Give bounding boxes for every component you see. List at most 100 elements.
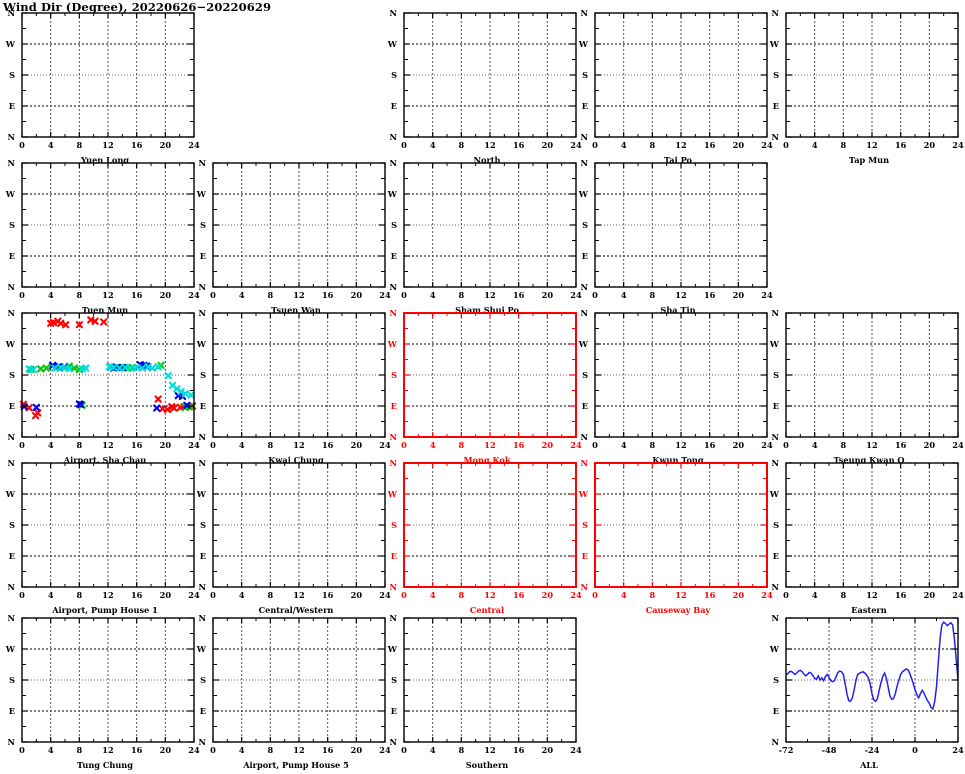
y-tick-label: S [582, 370, 588, 380]
x-tick-label: 8 [458, 590, 464, 600]
y-tick-label: W [578, 189, 589, 199]
y-tick-label: W [578, 39, 589, 49]
x-tick-label: 16 [322, 745, 334, 755]
panel-tung-chung[interactable]: 0 4 8 12 16 20 24 N W S E N Tung Chung [2, 610, 208, 774]
x-tick-label: 24 [379, 590, 391, 600]
panel-yuen-long[interactable]: 0 4 8 12 16 20 24 N W S E N Yuen Long [2, 5, 208, 169]
panel-tap-mun[interactable]: 0 4 8 12 16 20 24 N W S E N Tap Mun [766, 5, 965, 169]
panel-tai-po[interactable]: 0 4 8 12 16 20 24 N W S E N Tai Po [575, 5, 781, 169]
x-tick-label: 12 [675, 140, 686, 150]
y-tick-label: W [769, 339, 780, 349]
panel-central-western[interactable]: 0 4 8 12 16 20 24 N W S E N Central/Western [193, 455, 399, 619]
y-tick-label: W [196, 189, 207, 199]
data-point [127, 364, 135, 372]
x-tick-label: 20 [160, 590, 172, 600]
x-tick-label: 8 [76, 440, 82, 450]
data-point [29, 365, 38, 374]
panel-eastern[interactable]: 0 4 8 12 16 20 24 N W S E N Eastern [766, 455, 965, 619]
y-tick-label: N [581, 308, 589, 318]
y-tick-label: N [772, 308, 780, 318]
panel-label: Mong Kok [463, 455, 511, 465]
y-tick-label: N [390, 308, 398, 318]
y-tick-label: E [391, 706, 397, 716]
x-tick-label: 16 [513, 590, 525, 600]
y-tick-label: E [582, 551, 588, 561]
panel-mong-kok[interactable]: 0 4 8 12 16 20 24 N W S E N Mong Kok [384, 305, 590, 469]
x-tick-label: 8 [458, 745, 464, 755]
x-tick-label: 24 [570, 440, 582, 450]
x-tick-label: 8 [76, 745, 82, 755]
x-tick-label: 4 [48, 290, 54, 300]
x-tick-label: 0 [19, 590, 25, 600]
x-tick-label: 8 [840, 440, 846, 450]
x-tick-label: 20 [924, 140, 936, 150]
y-tick-label: N [8, 582, 16, 592]
x-tick-label: 12 [102, 590, 113, 600]
y-tick-label: N [8, 8, 16, 18]
panel-label: Tuen Mun [81, 305, 129, 315]
data-point [51, 364, 59, 372]
y-tick-label: N [8, 613, 16, 623]
x-tick-label: 4 [48, 745, 54, 755]
x-tick-label: 8 [840, 140, 846, 150]
x-tick-label: 16 [704, 290, 716, 300]
x-tick-label: 16 [895, 140, 907, 150]
panel-tuen-mun[interactable]: 0 4 8 12 16 20 24 N W S E N Tuen Mun [2, 155, 208, 319]
panel-southern[interactable]: 0 4 8 12 16 20 24 N W S E N Southern [384, 610, 590, 774]
panel-sha-tin[interactable]: 0 4 8 12 16 20 24 N W S E N Sha Tin [575, 155, 781, 319]
x-tick-label: 4 [430, 140, 436, 150]
panel-kwai-chung[interactable]: 0 4 8 12 16 20 24 N W S E N Kwai Chung [193, 305, 399, 469]
data-point [121, 363, 129, 372]
x-tick-label: 4 [621, 290, 627, 300]
panel-airport-pump-house-1[interactable]: 0 4 8 12 16 20 24 N W S E N Airport, Pump House 1 [2, 455, 208, 619]
x-tick-label: 24 [952, 440, 964, 450]
x-tick-label: 12 [102, 440, 113, 450]
data-point [148, 364, 157, 372]
x-tick-label: 16 [704, 590, 716, 600]
x-tick-label: 20 [542, 140, 554, 150]
y-tick-label: W [387, 39, 398, 49]
panel-central[interactable]: 0 4 8 12 16 20 24 N W S E N Central [384, 455, 590, 619]
y-tick-label: N [772, 132, 780, 142]
x-tick-label: 20 [351, 440, 363, 450]
x-tick-label: 0 [783, 140, 789, 150]
x-tick-label: 12 [484, 140, 495, 150]
x-tick-label: 8 [267, 590, 273, 600]
x-tick-label: 0 [401, 440, 407, 450]
y-tick-label: E [773, 551, 779, 561]
panel-label: Airport, Pump House 5 [243, 760, 349, 770]
y-tick-label: E [9, 101, 15, 111]
y-tick-label: S [391, 370, 397, 380]
y-tick-label: N [199, 737, 207, 747]
x-tick-label: 24 [570, 290, 582, 300]
x-tick-label: 20 [351, 590, 363, 600]
panel-label: Tseung Kwan O [833, 455, 905, 465]
x-tick-label: 16 [704, 440, 716, 450]
x-tick-label: 0 [401, 745, 407, 755]
panel-label: Central [469, 605, 505, 615]
y-tick-label: W [387, 644, 398, 654]
y-tick-label: N [390, 737, 398, 747]
y-tick-label: E [9, 551, 15, 561]
panel-airport-sha-chau[interactable]: 0 4 8 12 16 20 24 N W S E N Airport, Sha Chau [2, 305, 208, 469]
panel-kwun-tong[interactable]: 0 4 8 12 16 20 24 N W S E N Kwun Tong [575, 305, 781, 469]
panel-causeway-bay[interactable]: 0 4 8 12 16 20 24 N W S E N Causeway Bay [575, 455, 781, 619]
y-tick-label: S [200, 675, 206, 685]
x-tick-label: 24 [379, 440, 391, 450]
y-tick-label: W [769, 39, 780, 49]
y-tick-label: S [9, 520, 15, 530]
x-tick-label: 4 [48, 590, 54, 600]
panel-north[interactable]: 0 4 8 12 16 20 24 N W S E N North [384, 5, 590, 169]
y-tick-label: E [9, 706, 15, 716]
panel-tseung-kwan-o[interactable]: 0 4 8 12 16 20 24 N W S E N Tseung Kwan O [766, 305, 965, 469]
x-tick-label: 4 [621, 590, 627, 600]
y-tick-label: N [772, 737, 780, 747]
panel-tsuen-wan[interactable]: 0 4 8 12 16 20 24 N W S E N Tsuen Wan [193, 155, 399, 319]
panel-airport-pump-house-5[interactable]: 0 4 8 12 16 20 24 N W S E N Airport, Pump House 5 [193, 610, 399, 774]
x-tick-label: 24 [761, 440, 773, 450]
data-point [138, 364, 147, 372]
panel-all[interactable]: -72 -48 -24 0 24 N W S E N ALL [766, 610, 965, 774]
x-tick-label: 12 [484, 590, 495, 600]
x-tick-label: 4 [239, 745, 245, 755]
panel-sham-shui-po[interactable]: 0 4 8 12 16 20 24 N W S E N Sham Shui Po [384, 155, 590, 319]
